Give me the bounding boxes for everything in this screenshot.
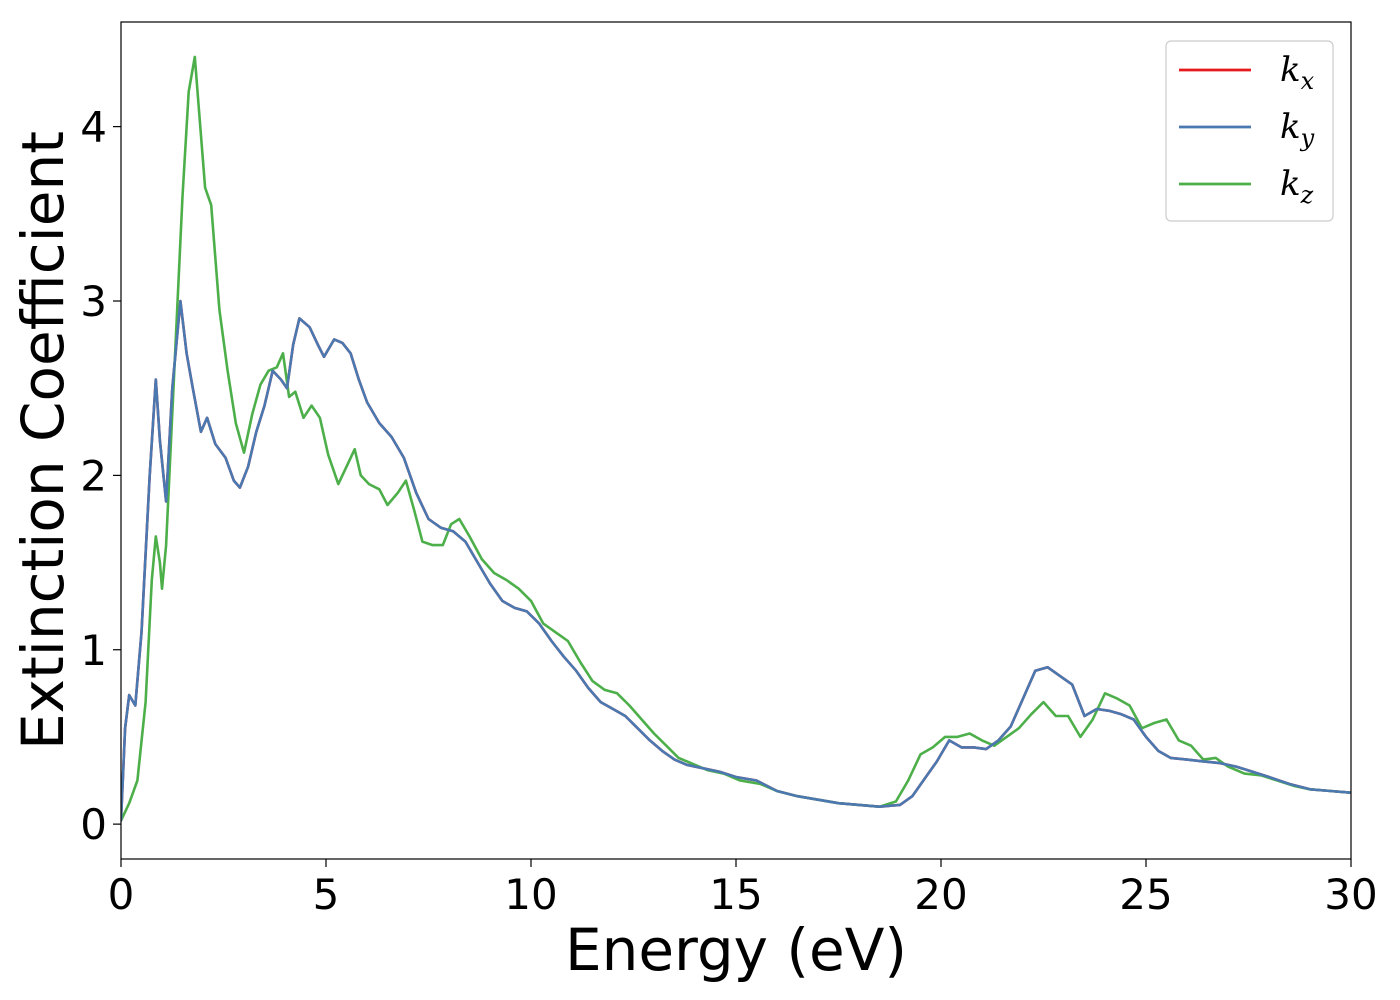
x-tick-label: 0 (108, 870, 135, 919)
y-tick-label: 4 (80, 103, 107, 152)
series-line-x (121, 299, 1351, 822)
series-line-z (121, 55, 1351, 822)
x-tick-label: 30 (1324, 870, 1377, 919)
y-tick-label: 2 (80, 451, 107, 500)
legend-box (1165, 40, 1334, 222)
x-tick-label: 25 (1119, 870, 1172, 919)
legend-label-z: kz (1280, 164, 1314, 209)
y-axis-ticks: 0 1 2 3 4 (80, 103, 121, 849)
x-tick-label: 15 (709, 870, 762, 919)
y-tick-label: 0 (80, 800, 107, 849)
legend-label-y: ky (1280, 107, 1315, 152)
x-axis-ticks: 0 5 10 15 20 25 30 (108, 859, 1378, 919)
legend: kx ky kz (1165, 40, 1334, 222)
legend-label-x: kx (1280, 50, 1315, 95)
series-line-y (121, 299, 1351, 822)
x-tick-label: 10 (504, 870, 557, 919)
x-tick-label: 5 (313, 870, 340, 919)
y-axis-label: Extinction Coefficient (9, 131, 77, 750)
x-tick-label: 20 (914, 870, 967, 919)
x-axis-label: Energy (eV) (565, 916, 907, 984)
plot-lines (121, 55, 1351, 822)
y-tick-label: 3 (80, 277, 107, 326)
y-tick-label: 1 (80, 626, 107, 675)
